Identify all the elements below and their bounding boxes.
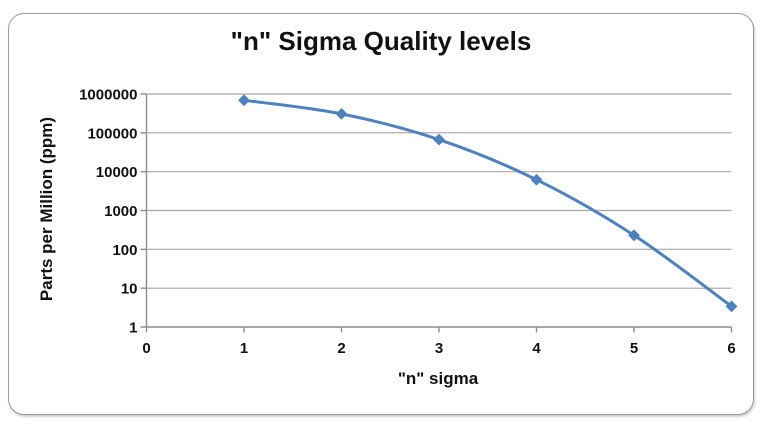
data-point-marker (628, 229, 640, 242)
x-tick-label: 4 (532, 340, 541, 357)
y-tick-label: 1000 (104, 203, 137, 220)
data-point-marker (238, 94, 250, 107)
chart-frame (8, 13, 754, 415)
y-tick-label: 100000 (87, 125, 137, 142)
x-tick-label: 5 (630, 340, 638, 357)
data-point-marker (335, 107, 348, 120)
y-tick-label: 10 (121, 281, 138, 298)
data-point-marker (725, 300, 738, 313)
chart-title: "n" Sigma Quality levels (230, 26, 532, 56)
x-axis-title: "n" sigma (397, 369, 479, 388)
x-tick-label: 6 (727, 340, 735, 357)
y-tick-label: 1000000 (79, 87, 137, 104)
x-tick-label: 1 (240, 340, 248, 357)
data-point-marker (433, 133, 445, 146)
series-line (242, 98, 733, 308)
x-tick-label: 2 (337, 340, 345, 357)
x-tick-label: 0 (142, 340, 150, 357)
y-tick-label: 1 (129, 320, 137, 337)
x-tick-label: 3 (435, 340, 443, 357)
y-tick-label: 10000 (96, 164, 138, 181)
y-tick-label: 100 (112, 242, 137, 259)
data-point-marker (530, 173, 543, 186)
